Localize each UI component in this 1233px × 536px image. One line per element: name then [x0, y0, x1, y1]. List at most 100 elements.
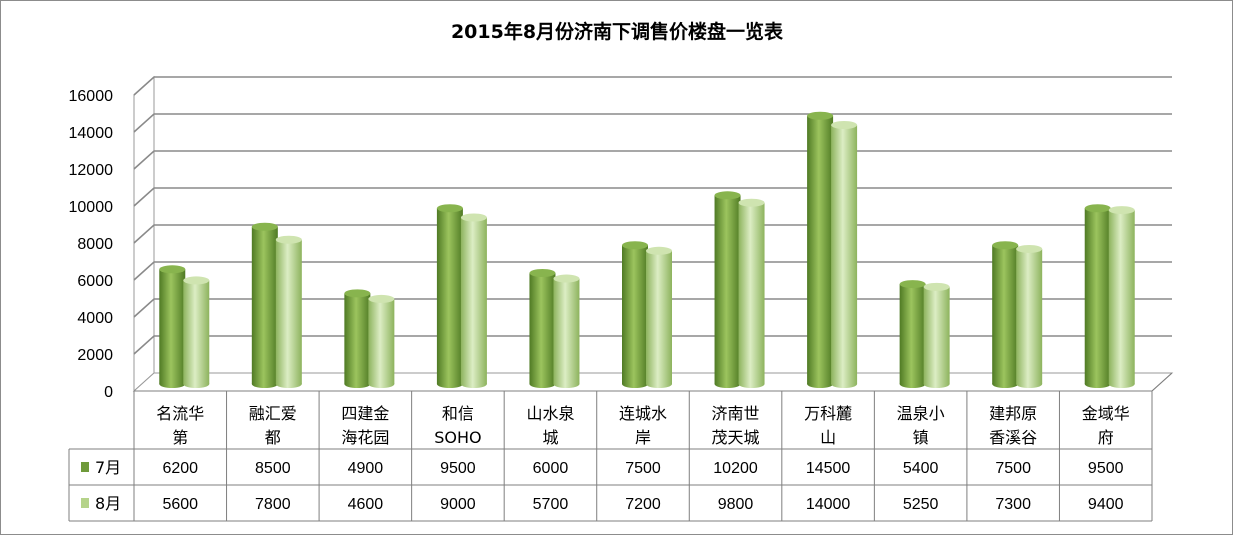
bar-body	[992, 245, 1019, 384]
category-label: 万科麓	[804, 404, 852, 423]
bar-body	[646, 250, 672, 384]
bar-top	[807, 111, 834, 120]
category-label: 茂天城	[712, 428, 760, 447]
bar-top	[460, 213, 487, 222]
bars	[159, 111, 1135, 388]
data-label: 7300	[995, 496, 1031, 513]
bar-top	[159, 265, 186, 274]
category-label: 府	[1098, 428, 1114, 447]
bar-base	[1108, 380, 1135, 388]
gridline	[133, 150, 1172, 170]
bar	[183, 276, 210, 388]
y-tick-label: 16000	[69, 88, 114, 105]
category-label: 四建金	[341, 404, 389, 423]
bar-top	[992, 241, 1019, 250]
bar-base	[899, 380, 926, 388]
category-label: 镇	[913, 428, 929, 447]
bar-body	[1016, 248, 1043, 384]
data-label: 4600	[348, 496, 384, 513]
category-label: 融汇爱	[249, 404, 297, 423]
bar-body	[714, 195, 741, 384]
category-label: 济南世	[712, 404, 760, 423]
bar-base	[183, 380, 210, 388]
bar	[646, 246, 672, 388]
bar-base	[344, 380, 371, 388]
bar-top	[251, 222, 278, 231]
bar-base	[831, 380, 858, 388]
bar	[251, 222, 278, 388]
bar-body	[251, 226, 278, 384]
bar-base	[1084, 380, 1111, 388]
bar-top	[529, 269, 556, 277]
data-label: 6200	[162, 460, 198, 477]
table-line	[1151, 372, 1173, 392]
bar	[553, 274, 580, 388]
bar-top	[368, 294, 395, 303]
bar-body	[159, 269, 186, 384]
bar	[368, 294, 395, 388]
data-label: 5700	[533, 496, 569, 513]
bar-base	[436, 380, 463, 388]
y-tick-label: 14000	[69, 125, 114, 142]
bar-top	[1016, 244, 1043, 253]
bar-base	[714, 380, 741, 388]
bar-body	[183, 280, 210, 384]
category-label: 山	[820, 428, 836, 447]
y-tick-label: 4000	[77, 310, 113, 327]
bar-body	[899, 284, 926, 384]
gridline	[133, 76, 1172, 96]
category-label: 城	[542, 428, 558, 447]
bar-body	[344, 293, 371, 384]
bar-base	[646, 380, 672, 388]
bar-body	[553, 278, 580, 384]
bar-top	[646, 246, 672, 255]
bar	[923, 282, 950, 388]
bar-base	[738, 380, 765, 388]
bar	[436, 204, 463, 388]
category-label: 海花园	[341, 428, 389, 447]
y-tick-label: 8000	[77, 236, 113, 253]
data-label: 9500	[440, 460, 476, 477]
y-tick-label: 10000	[69, 199, 114, 216]
chart-title: 2015年8月份济南下调售价楼盘一览表	[451, 20, 784, 43]
bar-top	[553, 274, 580, 283]
y-tick-label: 2000	[77, 347, 113, 364]
bar-base	[251, 380, 278, 388]
y-axis-ticks: 0 2000 4000 6000 8000 10000 12000 14000 16000	[69, 88, 114, 401]
category-label: 第	[172, 428, 188, 447]
bar	[714, 191, 741, 388]
data-label: 8500	[255, 460, 291, 477]
bar-top	[1084, 204, 1111, 213]
bar-body	[368, 298, 395, 384]
bar-top	[831, 121, 858, 129]
bar	[807, 111, 834, 388]
category-label: 连城水	[619, 404, 667, 423]
data-label: 9400	[1088, 496, 1124, 513]
bar-body	[460, 217, 487, 384]
bar	[738, 198, 765, 388]
bar-top	[436, 204, 463, 213]
bar-base	[368, 380, 395, 388]
bar	[992, 241, 1019, 388]
category-label: SOHO	[434, 428, 481, 447]
category-label: 名流华	[156, 404, 204, 423]
gridline	[133, 113, 1172, 133]
data-label: 7500	[625, 460, 661, 477]
y-tick-label: 0	[104, 384, 113, 401]
bar-body	[738, 202, 765, 384]
bar-base	[992, 380, 1019, 388]
data-label: 7200	[625, 496, 661, 513]
bar	[622, 241, 648, 388]
bar-base	[553, 380, 580, 388]
bar-body	[831, 125, 858, 384]
category-label: 山水泉	[526, 404, 574, 423]
bar-body	[529, 273, 556, 384]
category-label: 和信	[442, 404, 474, 423]
data-label: 9000	[440, 496, 476, 513]
bar-base	[1016, 380, 1043, 388]
data-label: 9800	[718, 496, 754, 513]
bar-body	[1108, 210, 1135, 384]
data-label: 6000	[533, 460, 569, 477]
